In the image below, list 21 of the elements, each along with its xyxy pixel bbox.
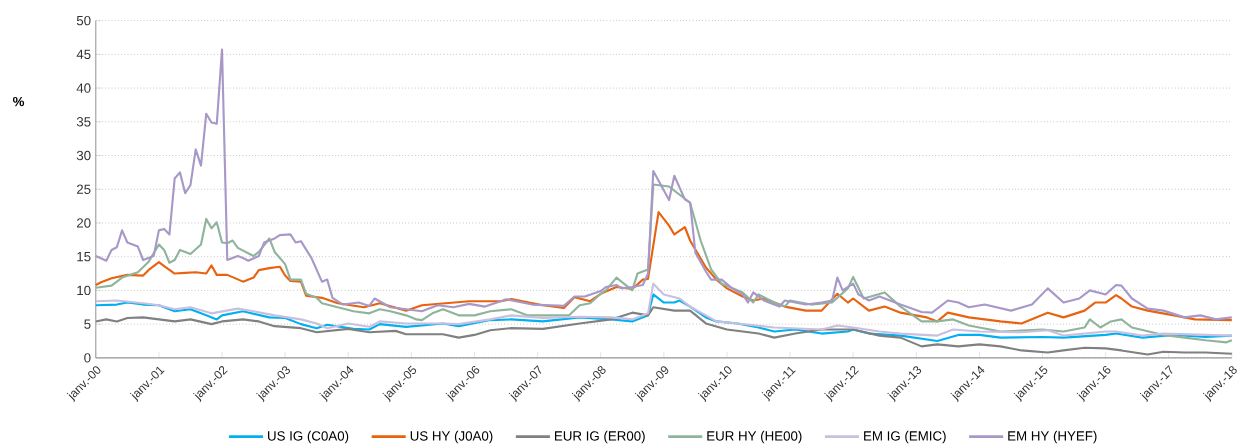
line-series — [94, 211, 1233, 325]
line-series — [94, 48, 1233, 321]
y-tick-label: 30 — [76, 150, 91, 161]
y-tick-label: 10 — [77, 285, 91, 296]
y-tick-label: 40 — [76, 83, 91, 93]
legend-label: EM IG (EMIC) — [864, 430, 946, 444]
legend-label: US HY (J0A0) — [410, 430, 493, 444]
y-tick-label: 0 — [84, 353, 91, 363]
y-axis-title: % — [12, 96, 25, 107]
y-tick-label: 25 — [76, 184, 91, 195]
y-tick-label: 5 — [84, 319, 91, 329]
legend-label: US IG (C0A0) — [268, 430, 349, 444]
legend-label: EM HY (HYEF) — [1008, 430, 1097, 444]
y-tick-label: 20 — [76, 218, 91, 228]
y-tick-label: 50 — [76, 16, 91, 26]
y-tick-label: 45 — [76, 49, 91, 60]
line-series — [94, 282, 1233, 337]
y-tick-label: 15 — [77, 252, 91, 262]
y-tick-label: 35 — [76, 117, 91, 127]
legend-label: EUR IG (ER00) — [555, 430, 645, 444]
legend-label: EUR HY (HE00) — [707, 430, 802, 444]
